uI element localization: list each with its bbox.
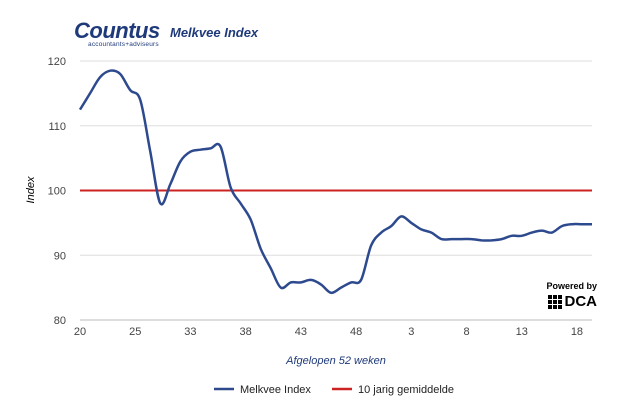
legend-label-index: Melkvee Index [240,384,311,396]
y-axis-label: Index [25,176,37,203]
y-tick-label: 90 [54,250,66,262]
x-axis-label: Afgelopen 52 weken [285,355,386,367]
powered-by-dca: Powered by DCA [541,281,597,310]
y-tick-label: 80 [54,315,66,327]
x-tick-label: 43 [295,326,307,338]
x-tick-label: 33 [184,326,196,338]
series-line-index [78,69,592,295]
x-tick-label: 25 [129,326,141,338]
dca-logo-text: DCA [564,293,598,310]
x-tick-label: 8 [463,326,469,338]
y-tick-label: 120 [48,56,66,68]
brand-logo: Countus accountants+adviseurs [74,18,160,49]
y-axis-ticks: 80 90 100 110 120 [48,56,66,327]
y-tick-label: 100 [48,186,66,198]
x-tick-label: 20 [74,326,86,338]
x-tick-label: 13 [516,326,528,338]
dca-grid-icon [547,294,562,309]
legend-label-average: 10 jarig gemiddelde [358,384,454,396]
powered-by-label: Powered by [546,281,597,291]
brand-name: Countus [74,18,160,43]
dca-logo: DCA [541,293,597,310]
series-lines [78,69,592,295]
y-tick-label: 110 [48,121,66,133]
x-tick-label: 3 [408,326,414,338]
brand-tagline: accountants+adviseurs [88,41,159,48]
x-axis-ticks: 20 25 33 38 43 48 3 8 13 18 [74,326,583,338]
x-tick-label: 48 [350,326,362,338]
chart-title: Melkvee Index [170,25,259,40]
legend: Melkvee Index 10 jarig gemiddelde [214,384,454,396]
x-tick-label: 38 [240,326,252,338]
x-tick-label: 18 [571,326,583,338]
